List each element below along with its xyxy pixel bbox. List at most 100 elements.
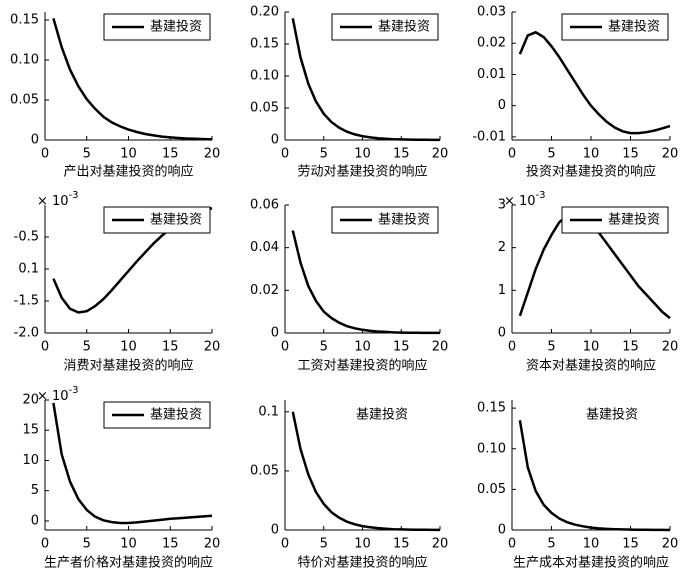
y-tick-label: 0.15: [10, 13, 39, 28]
legend-label: 基建投资: [150, 407, 202, 423]
y-tick-label: -0.5: [14, 230, 39, 245]
x-tick-label: 10: [354, 537, 371, 552]
y-tick-label: -2.0: [14, 326, 39, 341]
x-tick-label: 15: [162, 537, 179, 552]
x-tick-label: 10: [120, 147, 137, 162]
y-tick-label: 0: [31, 513, 39, 528]
y-tick-label: 0.02: [250, 283, 279, 298]
y-tick-label: 0: [31, 133, 39, 148]
y-tick-label: 0.20: [250, 5, 279, 20]
y-tick-label: 0.15: [250, 37, 279, 52]
y-tick-label: 5: [31, 483, 39, 498]
y-tick-label: 1: [498, 283, 506, 298]
multiplier-base: × 10: [504, 194, 536, 209]
x-tick-label: 20: [432, 147, 449, 162]
y-tick-label: 0.15: [477, 401, 506, 416]
y-tick-label: 0: [271, 326, 279, 341]
x-tick-label: 10: [583, 147, 600, 162]
y-tick-label: 3: [498, 198, 506, 213]
x-tick-label: 20: [204, 147, 221, 162]
x-tick-label: 5: [83, 537, 91, 552]
y-tick-label: 15: [22, 423, 39, 438]
chart-title: 投资对基建投资的响应: [526, 164, 656, 180]
multiplier-base: × 10: [37, 194, 69, 209]
x-tick-label: 15: [622, 340, 639, 355]
legend-label: 基建投资: [608, 19, 660, 35]
x-tick-label: 20: [662, 537, 679, 552]
legend-label: 基建投资: [378, 212, 430, 228]
y-tick-label: 20: [22, 393, 39, 408]
y-tick-label: 0.1: [18, 262, 39, 277]
x-tick-label: 15: [393, 537, 410, 552]
x-tick-label: 20: [204, 340, 221, 355]
chart-title: 产出对基建投资的响应: [63, 164, 193, 180]
series-line: [518, 30, 671, 135]
y-tick-label: -1.5: [14, 294, 39, 309]
x-tick-label: 10: [120, 537, 137, 552]
x-tick-label: 20: [432, 340, 449, 355]
x-tick-label: 10: [583, 340, 600, 355]
y-tick-label: 0.10: [250, 69, 279, 84]
chart-title: 生产成本对基建投资的响应: [513, 555, 669, 571]
series-line: [291, 411, 440, 532]
x-tick-label: 0: [508, 537, 516, 552]
y-tick-label: 0: [271, 133, 279, 148]
x-tick-label: 5: [320, 537, 328, 552]
series-line: [52, 402, 213, 525]
y-tick-label: 0.02: [477, 36, 506, 51]
legend-label: 基建投资: [150, 212, 202, 228]
legend-label: 基建投资: [586, 407, 638, 423]
series-line: [291, 230, 440, 335]
x-tick-label: 5: [320, 147, 328, 162]
y-tick-label: 0.10: [10, 53, 39, 68]
legend-label: 基建投资: [150, 19, 202, 35]
y-tick-label: 0: [498, 98, 506, 113]
x-tick-label: 0: [281, 340, 289, 355]
legend-label: 基建投资: [608, 212, 660, 228]
legend-label: 基建投资: [356, 407, 408, 423]
y-tick-label: 0.1: [258, 404, 279, 419]
x-tick-label: 0: [41, 147, 49, 162]
chart-title: 生产者价格对基建投资的响应: [44, 555, 213, 571]
x-tick-label: 20: [662, 147, 679, 162]
chart-title: 劳动对基建投资的响应: [297, 164, 427, 180]
chart-title: 资本对基建投资的响应: [526, 358, 656, 374]
x-tick-label: 10: [120, 340, 137, 355]
x-tick-label: 0: [41, 340, 49, 355]
chart-title: 特价对基建投资的响应: [297, 555, 427, 571]
chart-title: 工资对基建投资的响应: [297, 358, 427, 374]
x-tick-label: 0: [508, 340, 516, 355]
y-tick-label: -0.01: [472, 129, 506, 144]
y-tick-label: 0.05: [477, 482, 506, 497]
x-tick-label: 20: [432, 537, 449, 552]
x-tick-label: 20: [662, 340, 679, 355]
y-tick-label: 0.10: [477, 441, 506, 456]
y-tick-label: 0: [271, 523, 279, 538]
x-tick-label: 0: [41, 537, 49, 552]
y-tick-label: 10: [22, 453, 39, 468]
y-tick-label: 0.06: [250, 198, 279, 213]
x-tick-label: 0: [281, 147, 289, 162]
x-tick-label: 5: [320, 340, 328, 355]
y-multiplier: × 10-3: [504, 190, 546, 209]
x-tick-label: 5: [547, 340, 555, 355]
y-tick-label: 0.05: [250, 101, 279, 116]
y-tick-label: 0.05: [250, 463, 279, 478]
x-tick-label: 15: [162, 340, 179, 355]
y-tick-label: 0.03: [477, 5, 506, 20]
y-tick-label: 2: [498, 240, 506, 255]
x-tick-label: 15: [393, 147, 410, 162]
chart-title: 消费对基建投资的响应: [63, 358, 193, 374]
x-tick-label: 10: [354, 147, 371, 162]
x-tick-label: 10: [583, 537, 600, 552]
x-tick-label: 5: [83, 147, 91, 162]
y-multiplier: × 10-3: [37, 190, 79, 209]
x-tick-label: 5: [547, 537, 555, 552]
x-tick-label: 15: [162, 147, 179, 162]
y-tick-label: 0: [498, 523, 506, 538]
series-line: [291, 18, 440, 142]
multiplier-base: × 10: [37, 389, 69, 404]
y-tick-label: 0.04: [250, 240, 279, 255]
x-tick-label: 15: [622, 147, 639, 162]
